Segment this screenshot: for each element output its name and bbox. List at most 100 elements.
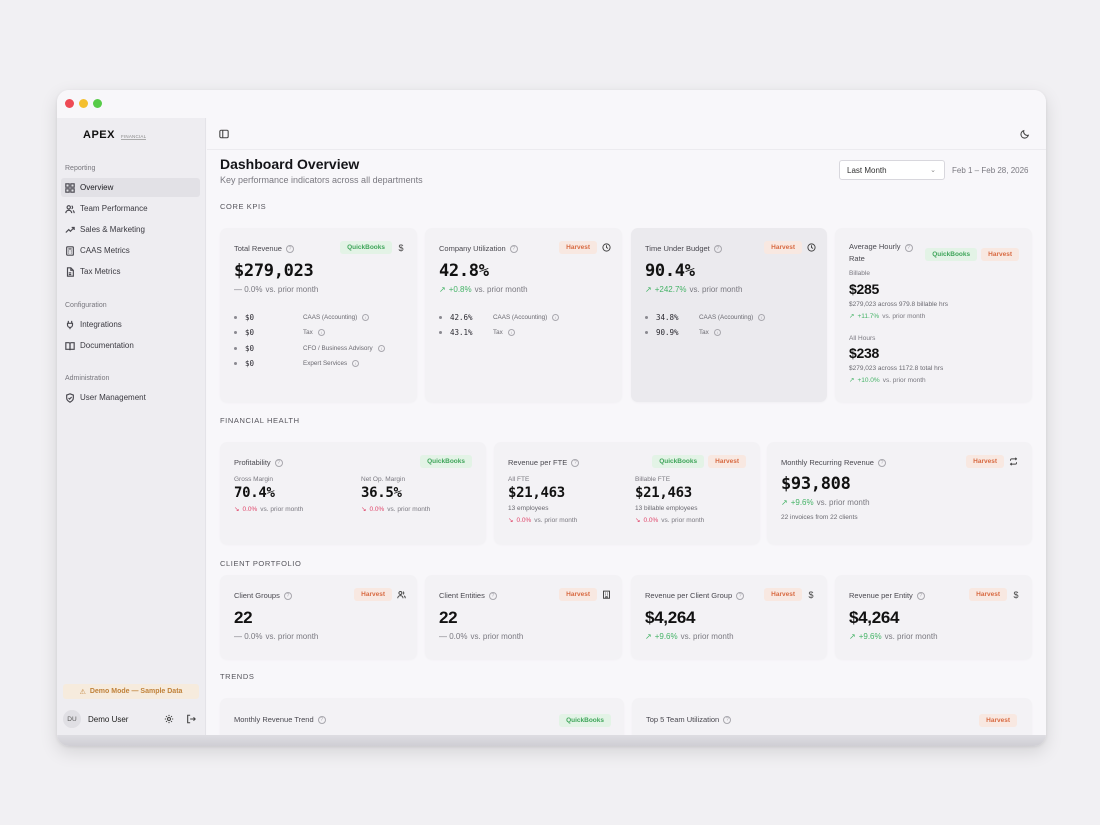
close-window-button[interactable] (65, 99, 74, 108)
info-icon[interactable]: i (352, 360, 360, 368)
delta-value: +9.6% (790, 498, 814, 507)
help-icon[interactable]: ? (736, 591, 745, 600)
breakdown-label: CAAS (Accounting) (699, 314, 754, 322)
info-icon[interactable]: i (377, 344, 385, 352)
harvest-badge: Harvest (966, 455, 1004, 468)
sidebar-item-overview[interactable]: Overview (61, 178, 200, 197)
help-icon[interactable]: ? (877, 458, 886, 467)
sidebar: APEX FINANCIAL Reporting Overview Team P… (57, 118, 206, 735)
help-icon[interactable]: ? (283, 591, 292, 600)
delta-suffix: vs. prior month (265, 632, 319, 641)
sidebar-item-user-management[interactable]: User Management (61, 388, 200, 407)
source-badges: QuickBooks $ (340, 241, 406, 254)
harvest-badge: Harvest (969, 588, 1007, 601)
net-margin-delta: ↘ 0.0% vs. prior month (361, 505, 431, 514)
grid-icon (65, 182, 75, 193)
date-range-select[interactable]: Last Month ⌄ (839, 160, 945, 180)
quickbooks-badge: QuickBooks (925, 248, 978, 261)
help-icon[interactable]: ? (713, 244, 722, 253)
info-icon[interactable]: i (362, 314, 370, 322)
gross-margin-value: 70.4% (234, 485, 275, 501)
maximize-window-button[interactable] (93, 99, 102, 108)
help-icon[interactable]: ? (274, 458, 283, 467)
help-icon[interactable]: ? (723, 715, 732, 724)
source-badges: QuickBooks Harvest (652, 455, 746, 468)
sidebar-item-sales-marketing[interactable]: Sales & Marketing (61, 220, 200, 239)
billable-fte-value: $21,463 (635, 485, 692, 501)
help-icon[interactable]: ? (317, 715, 326, 724)
delta-value: +0.8% (448, 285, 472, 294)
sidebar-item-integrations[interactable]: Integrations (61, 315, 200, 334)
card-revenue-per-entity: Revenue per Entity ? Harvest $ $4,264 ↗ … (835, 575, 1032, 659)
help-icon[interactable]: ? (285, 244, 294, 253)
sidebar-item-caas-metrics[interactable]: CAAS Metrics (61, 241, 200, 260)
card-title: Average Hourly Rate ? (849, 241, 913, 265)
sidebar-item-label: Sales & Marketing (80, 225, 145, 234)
sidebar-item-tax-metrics[interactable]: Tax Metrics (61, 262, 200, 281)
delta-suffix: vs. prior month (387, 505, 431, 513)
dark-mode-moon-icon[interactable] (1019, 128, 1031, 140)
sidebar-toggle-icon[interactable] (218, 128, 230, 140)
logout-icon[interactable] (185, 713, 197, 725)
brand-logo[interactable]: APEX FINANCIAL (83, 129, 147, 141)
info-icon[interactable]: i (507, 329, 515, 337)
card-title-text: Time Under Budget (645, 244, 710, 253)
trending-down-icon: ↘ (361, 506, 367, 513)
delta-value: — 0.0% (234, 632, 263, 641)
delta-suffix: vs. prior month (689, 285, 743, 294)
delta-suffix: vs. prior month (534, 516, 578, 524)
delta-suffix: vs. prior month (882, 376, 926, 384)
section-label-core-kpis: CORE KPIS (220, 202, 267, 211)
harvest-badge: Harvest (981, 248, 1019, 261)
harvest-badge: Harvest (559, 241, 597, 254)
all-fte-value: $21,463 (508, 485, 565, 501)
users-icon (396, 590, 406, 600)
card-client-groups: Client Groups ? Harvest 22 — 0.0% vs. pr… (220, 575, 417, 659)
help-icon[interactable]: ? (916, 591, 925, 600)
harvest-badge: Harvest (708, 455, 746, 468)
rev-per-entity-delta: ↗ +9.6% vs. prior month (849, 632, 938, 641)
breakdown-value: 43.1% (450, 328, 473, 338)
breakdown-row: 42.6% CAAS (Accounting) i (439, 310, 560, 325)
building-icon (601, 590, 611, 600)
nav-section-administration: Administration User Management (57, 375, 205, 409)
gross-margin-label: Gross Margin (234, 476, 274, 483)
card-title-text: Revenue per Entity (849, 591, 913, 600)
billable-rate-value: $285 (849, 281, 879, 297)
source-badges: QuickBooks (559, 714, 611, 727)
breakdown-list: 42.6% CAAS (Accounting) i 43.1% Tax i (439, 310, 560, 341)
avatar[interactable]: DU (63, 710, 81, 728)
delta-value: — 0.0% (439, 632, 468, 641)
breakdown-list: $0 CAAS (Accounting) i $0 Tax i $0 CFO / Busi… (234, 310, 385, 371)
card-title: Profitability ? (234, 458, 283, 467)
card-title: Revenue per Entity ? (849, 591, 925, 600)
top-bar (207, 118, 1046, 150)
info-icon[interactable]: i (552, 314, 560, 322)
help-icon[interactable]: ? (488, 591, 497, 600)
demo-mode-text: Demo Mode — Sample Data (89, 688, 183, 695)
info-icon[interactable]: i (713, 329, 721, 337)
breakdown-value: $0 (245, 343, 255, 353)
minimize-window-button[interactable] (79, 99, 88, 108)
sidebar-item-team-performance[interactable]: Team Performance (61, 199, 200, 218)
sidebar-item-label: Integrations (80, 320, 122, 329)
info-icon[interactable]: i (317, 329, 325, 337)
net-margin-value: 36.5% (361, 485, 402, 501)
help-icon[interactable]: ? (571, 458, 580, 467)
card-title: Monthly Recurring Revenue ? (781, 458, 886, 467)
breakdown-label: Tax (303, 329, 313, 337)
help-icon[interactable]: ? (509, 244, 518, 253)
info-icon[interactable]: i (758, 314, 766, 322)
delta-suffix: vs. prior month (661, 516, 705, 524)
delta-value: +11.7% (857, 312, 880, 320)
delta-suffix: vs. prior month (882, 312, 926, 320)
breakdown-value: $0 (245, 328, 255, 338)
billable-fte-delta: ↘ 0.0% vs. prior month (635, 516, 705, 525)
breakdown-value: 34.8% (656, 313, 679, 323)
chevron-down-icon: ⌄ (930, 167, 936, 174)
settings-gear-icon[interactable] (163, 713, 175, 725)
card-total-revenue: Total Revenue ? QuickBooks $ $279,023 — … (220, 228, 417, 402)
sidebar-item-documentation[interactable]: Documentation (61, 336, 200, 355)
help-icon[interactable]: ? (904, 244, 913, 252)
breakdown-value: $0 (245, 359, 255, 369)
